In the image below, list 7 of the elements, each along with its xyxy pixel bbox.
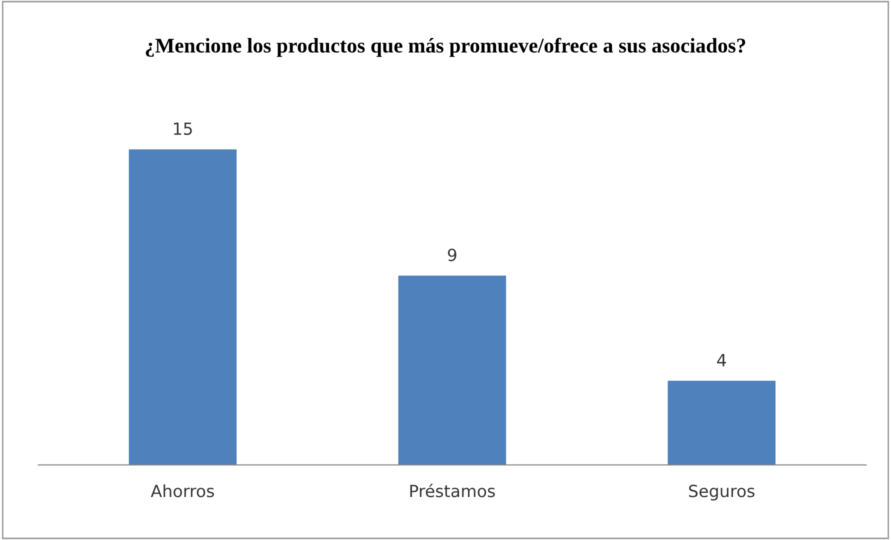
x-tick-label: Préstamos	[410, 484, 495, 498]
data-label: 9	[448, 248, 456, 262]
x-tick-label: Ahorros	[150, 484, 214, 498]
chart-title: ¿Mencione los productos que más promueve/ofrece a sus asociados?	[146, 38, 746, 57]
x-tick-label: Seguros	[689, 484, 754, 501]
data-label: 15	[174, 122, 192, 135]
data-label: 4	[717, 354, 726, 366]
